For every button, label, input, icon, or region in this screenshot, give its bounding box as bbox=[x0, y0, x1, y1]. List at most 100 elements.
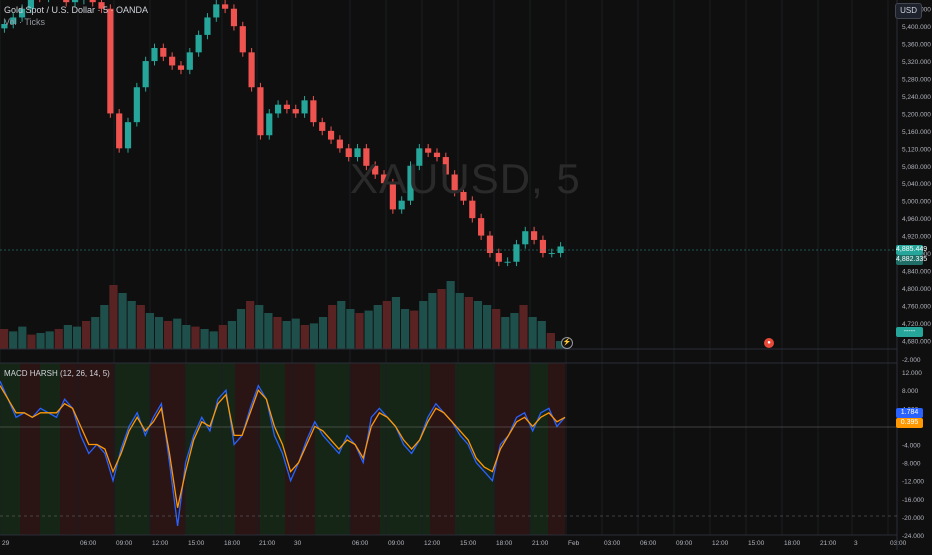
lightning-icon[interactable]: ⚡ bbox=[561, 337, 573, 349]
price-axis-label: -2.000 bbox=[902, 357, 921, 364]
indicator-band bbox=[235, 363, 260, 535]
candle-body bbox=[522, 231, 529, 245]
volume-bar bbox=[45, 331, 54, 349]
currency-button[interactable]: USD bbox=[895, 3, 922, 19]
volume-bar bbox=[318, 317, 328, 349]
symbol-watermark: XAUUSD, 5 bbox=[350, 155, 581, 202]
candle-body bbox=[71, 0, 79, 3]
volume-bar bbox=[501, 317, 510, 349]
candle-body bbox=[27, 0, 34, 9]
candle-body bbox=[513, 244, 520, 262]
candle-body bbox=[107, 8, 114, 114]
volume-bar bbox=[337, 301, 346, 349]
volume-bar bbox=[373, 305, 382, 349]
volume-bar bbox=[145, 313, 155, 349]
candle-body bbox=[345, 148, 352, 158]
time-axis-label: 03:00 bbox=[604, 540, 621, 547]
volume-bar bbox=[446, 281, 455, 349]
volume-bar bbox=[72, 326, 82, 349]
indicator-axis-label: 12.000 bbox=[902, 370, 922, 377]
signal-value-tag: 0.395 bbox=[896, 418, 923, 428]
volume-bar bbox=[27, 334, 36, 349]
volume-bar bbox=[537, 321, 546, 349]
volume-bar bbox=[18, 326, 27, 349]
price-axis-label: 4,960.000 bbox=[902, 216, 931, 223]
indicator-band bbox=[60, 363, 115, 535]
indicator-band bbox=[285, 363, 315, 535]
volume-bar bbox=[182, 325, 191, 349]
candle-body bbox=[336, 139, 343, 149]
price-axis-label: 4,920.000 bbox=[902, 234, 931, 241]
indicator-band bbox=[20, 363, 40, 535]
candle-body bbox=[10, 17, 17, 24]
time-axis-label: 30 bbox=[294, 540, 302, 547]
volume-bar bbox=[391, 297, 401, 349]
price-axis-label: 4,760.000 bbox=[902, 303, 931, 310]
time-axis-label: 21:00 bbox=[820, 540, 837, 547]
volume-bar bbox=[264, 313, 273, 349]
volume-bar bbox=[482, 305, 492, 349]
time-axis-label: 12:00 bbox=[712, 540, 729, 547]
time-axis-label: 18:00 bbox=[224, 540, 241, 547]
volume-bar bbox=[255, 305, 264, 349]
volume-bar bbox=[455, 293, 464, 349]
volume-bar bbox=[118, 293, 127, 349]
price-axis-label: 4,800.000 bbox=[902, 286, 931, 293]
candle-body bbox=[169, 56, 176, 66]
volume-bar bbox=[246, 301, 255, 349]
price-axis-label: 5,360.000 bbox=[902, 42, 931, 49]
indicator-band bbox=[530, 363, 548, 535]
symbol-title: Gold Spot / U.S. Dollar · 5 · OANDA bbox=[4, 5, 149, 15]
price-axis-label: 5,120.000 bbox=[902, 146, 931, 153]
signal-line bbox=[0, 385, 566, 508]
volume-bar bbox=[519, 305, 528, 349]
candle-body bbox=[433, 152, 441, 158]
indicator-axis-label: -8.000 bbox=[902, 461, 921, 468]
macd-value-tag: 1.784 bbox=[896, 408, 923, 418]
time-axis-label: 03:00 bbox=[890, 540, 907, 547]
candle-body bbox=[222, 4, 229, 9]
indicator-band bbox=[40, 363, 60, 535]
time-axis-label: 12:00 bbox=[424, 540, 441, 547]
volume-bar bbox=[555, 341, 565, 349]
candle-body bbox=[539, 239, 547, 254]
price-axis-label: 5,040.000 bbox=[902, 181, 931, 188]
time-axis-label: Feb bbox=[568, 540, 580, 547]
time-axis-label: 15:00 bbox=[748, 540, 765, 547]
volume-bar bbox=[492, 309, 501, 349]
volume-tag: ----- bbox=[896, 327, 923, 337]
volume-bar bbox=[364, 310, 373, 349]
price-axis-label: 5,400.000 bbox=[902, 24, 931, 31]
indicator-band bbox=[548, 363, 565, 535]
candle-body bbox=[407, 165, 414, 201]
candle-body bbox=[327, 130, 335, 140]
indicator-title[interactable]: MACD HARSH (12, 26, 14, 5) bbox=[4, 369, 110, 378]
volume-bar bbox=[236, 309, 246, 349]
candle-body bbox=[116, 113, 123, 149]
candle-body bbox=[292, 109, 299, 114]
event-icon[interactable]: ● bbox=[764, 338, 774, 348]
candle-body bbox=[195, 34, 202, 53]
candle-body bbox=[442, 157, 449, 175]
time-axis-label: 06:00 bbox=[352, 540, 369, 547]
volume-bar bbox=[346, 309, 355, 349]
symbol-legend[interactable]: Gold Spot / U.S. Dollar · 5 · OANDA Vol … bbox=[4, 4, 148, 28]
indicator-band bbox=[260, 363, 285, 535]
time-axis-label: 21:00 bbox=[259, 540, 276, 547]
volume-bar bbox=[109, 285, 118, 349]
volume-bar bbox=[191, 326, 200, 349]
volume-bar bbox=[473, 301, 483, 349]
candle-body bbox=[495, 253, 502, 262]
price-axis-label: 4,840.000 bbox=[902, 268, 931, 275]
volume-legend: Vol · Ticks bbox=[4, 17, 46, 27]
candle-body bbox=[319, 122, 326, 131]
time-axis-label: 12:00 bbox=[152, 540, 169, 547]
time-axis-label: 18:00 bbox=[784, 540, 801, 547]
candle-body bbox=[142, 61, 149, 88]
volume-bar bbox=[173, 318, 182, 349]
candle-body bbox=[1, 23, 8, 29]
indicator-axis-label: -12.000 bbox=[902, 479, 924, 486]
price-axis-label: 5,160.000 bbox=[902, 129, 931, 136]
